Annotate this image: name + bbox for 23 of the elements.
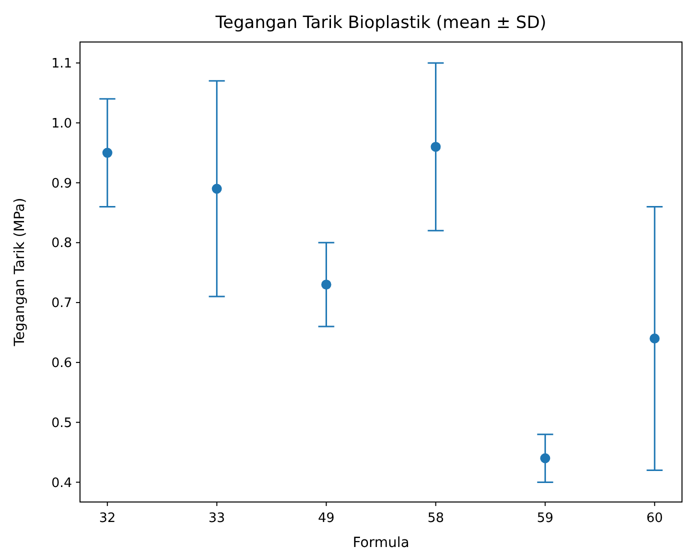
chart-title: Tegangan Tarik Bioplastik (mean ± SD) [214,13,546,33]
point [650,333,660,344]
y-tick-label: 0.6 [51,356,72,371]
x-tick-label: 60 [646,511,663,526]
y-tick-label: 0.5 [51,416,72,431]
point [102,148,112,158]
y-tick-label: 0.7 [51,296,72,312]
y-tick-label: 1.1 [51,56,72,72]
x-tick-label: 59 [536,511,554,526]
x-tick-label: 32 [99,511,116,526]
y-tick-label: 1.0 [51,116,72,132]
y-axis-title: Tegangan Tarik (MPa) [12,198,28,348]
point [430,142,441,152]
x-axis-title: Formula [352,535,410,551]
point [212,184,222,194]
x-tick-label: 49 [318,511,335,526]
x-tick-label: 33 [208,511,226,526]
y-tick-label: 0.4 [51,476,72,491]
y-tick-label: 0.9 [51,176,72,192]
point [321,280,332,290]
x-tick-label: 58 [427,511,444,526]
point [540,453,550,464]
y-tick-label: 0.8 [51,236,72,252]
